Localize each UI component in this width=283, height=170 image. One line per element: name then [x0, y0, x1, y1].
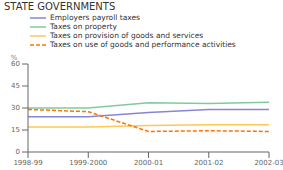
- svg-text:1999-2000: 1999-2000: [69, 159, 107, 167]
- html-text:Taxes on provision of goods an: Taxes on provision of goods and services: [50, 31, 204, 40]
- svg-text:0: 0: [16, 148, 20, 156]
- svg-text:60: 60: [11, 60, 20, 69]
- html-text:Taxes on property: Taxes on property: [50, 22, 117, 31]
- svg-text:2000-01: 2000-01: [134, 159, 163, 167]
- svg-text:2002-03: 2002-03: [254, 159, 275, 167]
- svg-text:15: 15: [11, 126, 20, 134]
- svg-text:30: 30: [11, 104, 20, 112]
- html-text:Employers payroll taxes: Employers payroll taxes: [50, 13, 140, 22]
- svg-text:1998-99: 1998-99: [13, 159, 42, 167]
- html-text:Taxes on use of goods and perf: Taxes on use of goods and performance ac…: [50, 40, 236, 49]
- svg-text:%: %: [11, 54, 18, 62]
- svg-text:2001-02: 2001-02: [194, 159, 223, 167]
- svg-text:45: 45: [11, 82, 20, 90]
- html-text:STATE GOVERNMENTS: STATE GOVERNMENTS: [4, 1, 116, 12]
